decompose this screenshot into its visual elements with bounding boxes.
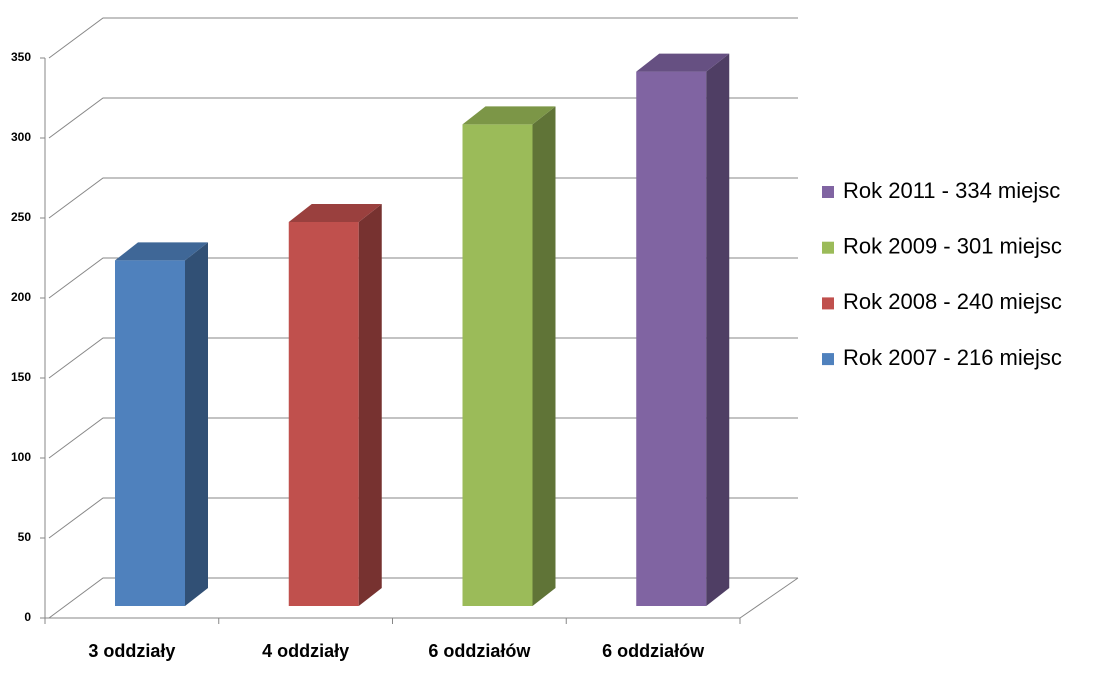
grid-line [48, 337, 798, 379]
legend-label: Rok 2009 - 301 miejsc [843, 234, 1062, 259]
bar [115, 260, 185, 606]
grid-line [48, 17, 798, 59]
legend-label: Rok 2007 - 216 miejsc [843, 345, 1062, 370]
bar [288, 222, 359, 606]
bar-side [185, 242, 208, 606]
y-tick-label: 0 [24, 610, 31, 624]
y-tick-label: 100 [11, 450, 31, 464]
x-tick-label: 6 oddziałów [428, 641, 531, 661]
bar-top [115, 242, 208, 261]
y-tick-label: 150 [11, 370, 31, 384]
grid-line [48, 257, 798, 299]
bar-top [462, 106, 556, 125]
floor-edge [739, 577, 799, 619]
legend-swatch [822, 297, 834, 310]
bar-top [288, 204, 382, 222]
grid-line [48, 497, 798, 539]
bar [636, 71, 707, 607]
y-tick-label: 300 [11, 130, 31, 144]
bar [462, 124, 533, 607]
y-tick-label: 350 [11, 50, 31, 64]
bar-top [636, 53, 730, 72]
bar-side [358, 204, 382, 606]
legend-label: Rok 2008 - 240 miejsc [843, 289, 1062, 314]
y-tick-label: 200 [11, 290, 31, 304]
x-tick-label: 4 oddziały [262, 641, 349, 661]
x-tick-label: 3 oddziały [88, 641, 175, 661]
y-tick-label: 50 [18, 530, 32, 544]
bar-side [532, 106, 556, 607]
legend-swatch [822, 353, 834, 366]
grid-line [48, 577, 798, 619]
legend-label: Rok 2011 - 334 miejsc [843, 178, 1060, 203]
bar-side [706, 53, 730, 607]
grid-line [48, 177, 798, 219]
grid-line [48, 417, 798, 459]
legend-swatch [822, 186, 834, 198]
grid-line [48, 97, 798, 139]
legend-swatch [822, 241, 834, 254]
x-tick-label: 6 oddziałów [602, 641, 705, 661]
y-tick-label: 250 [11, 210, 31, 224]
